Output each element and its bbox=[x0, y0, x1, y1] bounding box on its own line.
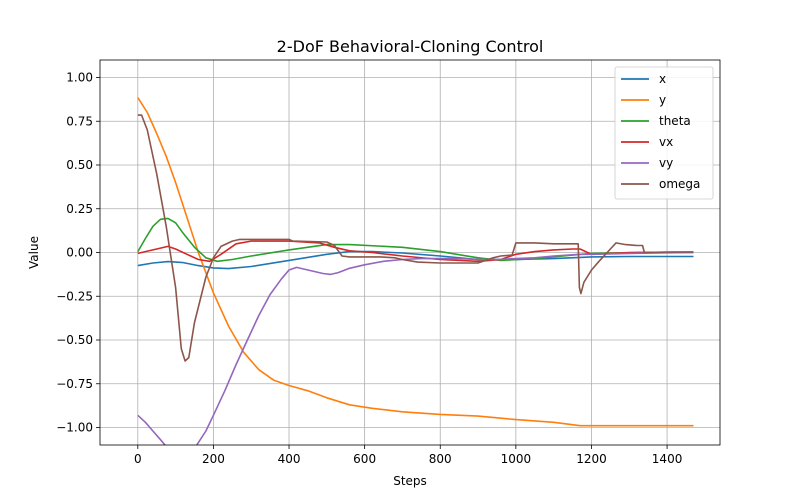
x-tick-label: 400 bbox=[278, 452, 301, 466]
legend-label-omega: omega bbox=[659, 177, 700, 191]
y-tick-label: 0.75 bbox=[66, 114, 93, 128]
x-axis-label: Steps bbox=[393, 474, 427, 488]
x-tick-label: 1000 bbox=[501, 452, 532, 466]
series-line-x bbox=[137, 250, 694, 270]
series-line-vy bbox=[137, 251, 694, 445]
y-tick-label: 0.25 bbox=[66, 202, 93, 216]
x-tick-label: 1400 bbox=[652, 452, 683, 466]
series-line-vx bbox=[137, 240, 694, 263]
legend-label-x: x bbox=[659, 72, 666, 86]
y-tick-label: 0.00 bbox=[66, 246, 93, 260]
legend-label-theta: theta bbox=[659, 114, 691, 128]
x-tick-label: 1200 bbox=[576, 452, 607, 466]
y-tick-label: 0.50 bbox=[66, 158, 93, 172]
series-line-omega bbox=[137, 114, 694, 362]
legend-label-vy: vy bbox=[659, 156, 673, 170]
x-axis: 0 200 400 600 800 1000 1200 1400 bbox=[134, 445, 682, 466]
y-tick-label: −0.25 bbox=[56, 289, 93, 303]
y-axis-label: Value bbox=[27, 236, 41, 269]
legend: xy theta vx vy omega bbox=[614, 66, 714, 200]
series-line-y bbox=[137, 97, 694, 427]
chart-title: 2-DoF Behavioral-Cloning Control bbox=[277, 37, 544, 56]
y-tick-label: 1.00 bbox=[66, 71, 93, 85]
x-tick-label: 800 bbox=[429, 452, 452, 466]
y-axis: −1.00 −0.75 −0.50 −0.25 0.00 0.25 0.50 0.75 1.00 bbox=[56, 71, 100, 435]
y-tick-label: −0.75 bbox=[56, 377, 93, 391]
x-tick-label: 200 bbox=[202, 452, 225, 466]
y-tick-label: −0.50 bbox=[56, 333, 93, 347]
x-tick-label: 600 bbox=[353, 452, 376, 466]
y-tick-label: −1.00 bbox=[56, 421, 93, 435]
series-group bbox=[137, 97, 694, 445]
legend-label-y: y bbox=[659, 93, 666, 107]
x-tick-label: 0 bbox=[134, 452, 142, 466]
legend-label-vx: vx bbox=[659, 135, 673, 149]
